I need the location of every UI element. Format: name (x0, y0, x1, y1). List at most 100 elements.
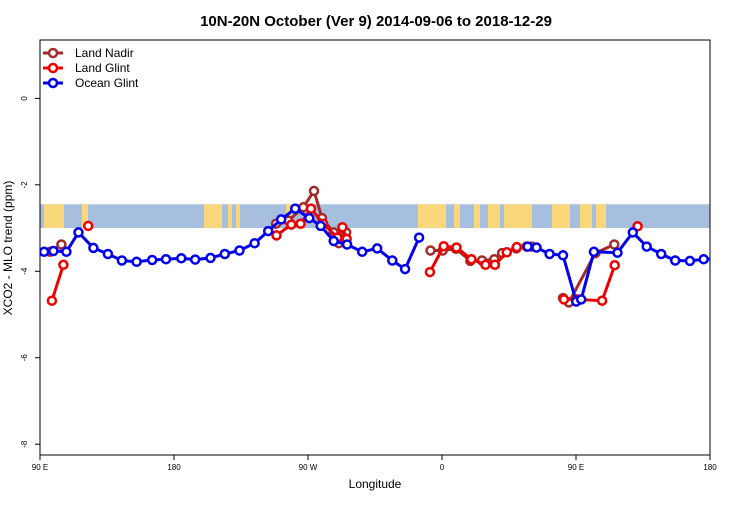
legend-label: Land Glint (75, 61, 130, 75)
series-clip-group (40, 185, 722, 308)
y-tick-label: -8 (20, 440, 29, 448)
y-axis-label: XCO2 - MLO trend (ppm) (1, 181, 15, 316)
data-point (46, 295, 58, 306)
land-mask-band (40, 204, 710, 229)
y-tick-label: -6 (20, 354, 29, 362)
data-point (609, 239, 620, 250)
data-point (56, 239, 67, 250)
data-point (286, 219, 297, 230)
legend-label: Land Nadir (75, 46, 134, 60)
data-point (160, 253, 172, 265)
data-point (304, 212, 315, 224)
data-point (189, 254, 201, 265)
data-point (82, 220, 94, 232)
data-point (413, 232, 425, 243)
data-point (356, 246, 368, 258)
data-point (399, 263, 411, 275)
data-point (480, 259, 491, 271)
data-point (655, 248, 667, 260)
y-axis-ticks: 0 -2 -4 -6 -8 (20, 96, 40, 448)
data-point (131, 256, 142, 268)
x-tick-label: 180 (703, 463, 717, 472)
data-point (275, 214, 287, 225)
data-point (451, 242, 462, 253)
plot-frame (39, 39, 711, 456)
data-point (684, 255, 696, 267)
land-patch (228, 204, 232, 229)
data-point (315, 220, 326, 232)
data-point (641, 241, 652, 252)
data-point (58, 259, 69, 271)
legend-marker (47, 77, 59, 89)
land-patch (236, 204, 240, 229)
land-patch (580, 204, 592, 229)
data-point (371, 243, 383, 254)
data-point (544, 248, 555, 260)
legend-marker (47, 62, 59, 74)
x-tick-label: 0 (440, 463, 445, 472)
data-point (501, 247, 513, 258)
data-point (219, 248, 231, 260)
data-point (466, 253, 477, 265)
data-point (305, 203, 317, 214)
data-point (511, 241, 523, 253)
x-tick-label: 90 E (568, 463, 584, 472)
land-patch (82, 204, 88, 229)
y-tick-label: -4 (20, 267, 29, 275)
data-point (596, 295, 608, 306)
data-point (557, 250, 569, 261)
data-point (588, 246, 600, 258)
data-point (669, 255, 681, 266)
data-point (102, 248, 114, 260)
data-point (627, 227, 639, 238)
land-patch (504, 204, 532, 229)
data-point (48, 245, 59, 257)
land-patch (454, 204, 460, 229)
data-point (612, 247, 623, 258)
x-tick-label: 180 (167, 463, 181, 472)
data-point (714, 255, 722, 263)
data-point (262, 225, 274, 237)
data-point (438, 240, 449, 252)
data-point (531, 242, 542, 253)
land-patch (204, 204, 222, 229)
series-line (43, 207, 421, 271)
data-point (116, 255, 128, 266)
data-point (176, 253, 187, 264)
data-point (289, 203, 301, 214)
data-point (609, 259, 620, 271)
series-line (527, 230, 710, 303)
data-point (61, 246, 72, 258)
x-tick-label: 90 W (299, 463, 318, 472)
legend-marker (47, 47, 59, 59)
series-line (50, 264, 65, 302)
ocean-band (40, 204, 710, 229)
x-axis-label: Longitude (349, 477, 402, 491)
data-point (337, 221, 348, 233)
data-point (328, 235, 339, 247)
data-point (425, 245, 436, 256)
data-point (88, 242, 99, 254)
y-tick-label: -2 (20, 181, 29, 189)
data-point (489, 259, 501, 271)
data-point (308, 185, 320, 197)
data-point (698, 253, 709, 265)
land-patch (488, 204, 500, 229)
data-point (575, 294, 587, 305)
x-tick-label: 90 E (32, 463, 48, 472)
y-tick-label: 0 (20, 96, 29, 101)
land-patch (44, 204, 64, 229)
land-patch (596, 204, 606, 229)
series-line (563, 264, 617, 303)
land-patch (418, 204, 446, 229)
data-point (522, 241, 533, 252)
series-layer (40, 185, 722, 308)
data-point (249, 237, 260, 249)
data-point (341, 239, 353, 250)
data-point (234, 245, 245, 256)
land-patch (552, 204, 570, 229)
series-ocean-glint (40, 203, 722, 307)
